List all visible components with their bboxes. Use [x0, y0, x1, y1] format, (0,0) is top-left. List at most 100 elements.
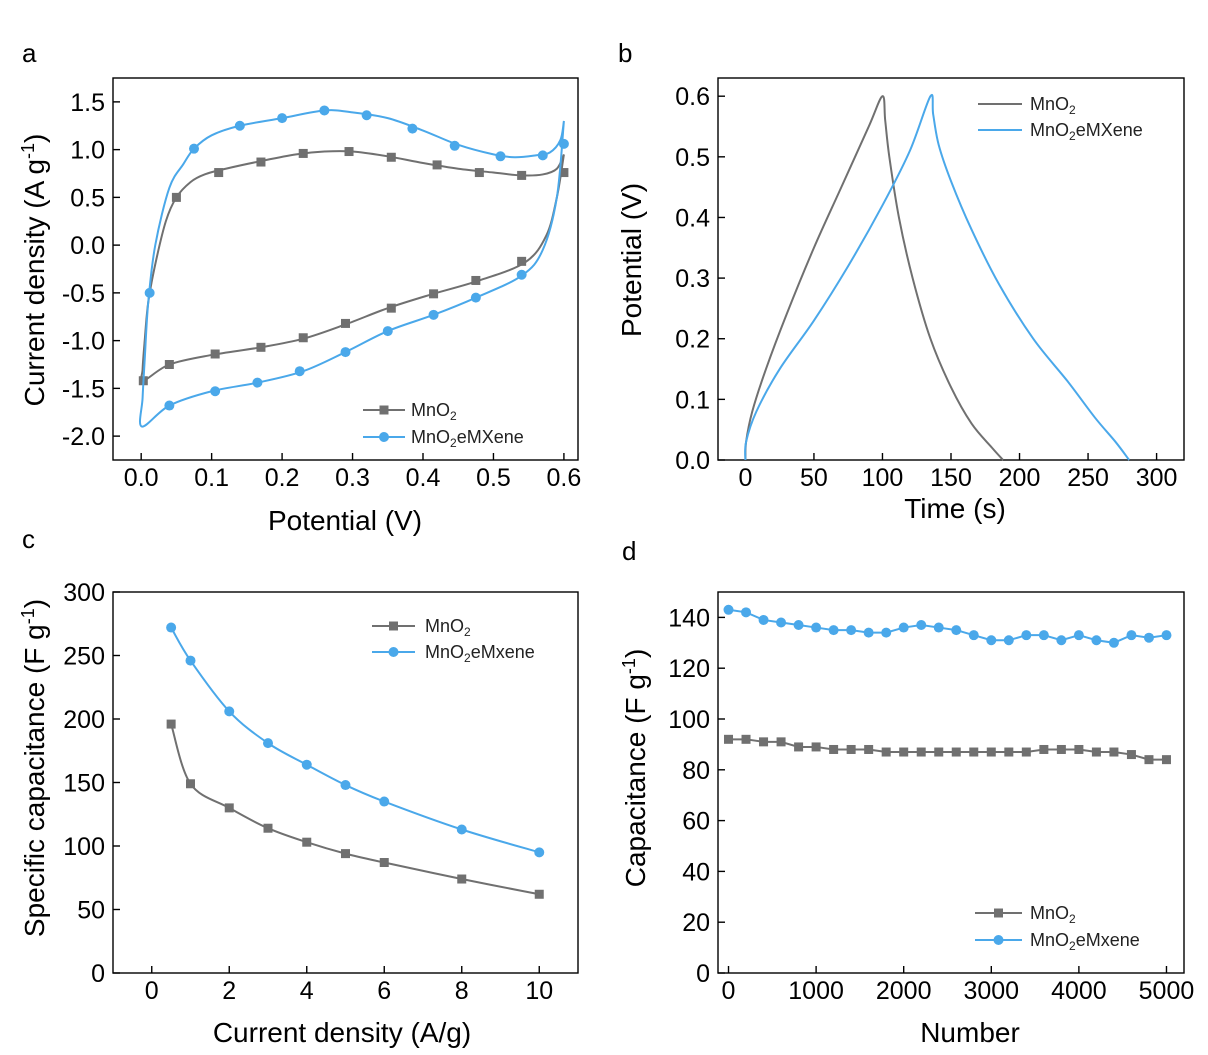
series-d-0-point-21	[1091, 747, 1101, 757]
series-a-0-point-10	[559, 168, 569, 178]
x-tick-label-c-4: 8	[455, 977, 469, 1005]
series-b	[744, 93, 1130, 461]
legend-a: MnO2 MnO2eMXene	[363, 400, 524, 450]
panel-label-c: c	[22, 524, 35, 554]
series-c-1-point-8	[534, 847, 545, 858]
series-d-1-point-6	[828, 625, 839, 636]
series-d-0-point-1	[741, 734, 751, 744]
series-d-0-point-9	[881, 747, 891, 757]
y-tick-label-d-1: 20	[682, 909, 710, 937]
panel-label-b: b	[618, 38, 632, 68]
series-d-0-point-20	[1074, 744, 1084, 754]
x-tick-label-b-2: 100	[862, 464, 904, 492]
series-a-1-point-1	[189, 143, 200, 154]
series-a-0-point-15	[341, 318, 350, 328]
series-d-1-point-23	[1126, 630, 1137, 641]
plot-frame-d	[717, 591, 1185, 974]
x-tick-label-d-1: 1000	[788, 977, 844, 1005]
x-tick-label-d-0: 0	[722, 977, 736, 1005]
series-a-0-point-19	[517, 256, 527, 266]
y-tick-label-c-2: 100	[63, 833, 105, 861]
x-tick-label-b-6: 300	[1136, 464, 1178, 492]
series-a-1-point-11	[164, 400, 175, 411]
series-d-0-point-3	[776, 737, 786, 747]
series-d-0-point-24	[1144, 755, 1154, 765]
series-a-0-line	[140, 150, 565, 382]
series-d-1-point-9	[881, 627, 892, 638]
ticks-a: 0.0 0.1 0.2 0.3 0.4 0.5 0.6 -2.0 -1.5 -1.0 -0.5 0.0…	[62, 89, 581, 492]
y-tick-label-d-7: 140	[668, 604, 710, 632]
series-a-1-point-10	[558, 138, 569, 149]
series-c	[166, 622, 545, 899]
legend-label-b-mxene: MnO2eMXene	[1030, 120, 1143, 143]
series-d-1-point-20	[1073, 630, 1084, 641]
series-d-1-point-8	[863, 627, 874, 638]
x-axis-label-d: Number	[920, 1017, 1020, 1048]
legend-label-a-mno2: MnO2	[411, 400, 457, 423]
series-d-0-point-6	[829, 744, 839, 754]
series-a-0-point-4	[298, 148, 308, 158]
panel-label-d: d	[622, 536, 636, 566]
y-tick-label-d-0: 0	[696, 960, 710, 988]
legend-label-c-mno2: MnO2	[425, 616, 471, 639]
legend-marker-a-mxene	[379, 432, 389, 442]
y-tick-label-c-4: 200	[63, 706, 105, 734]
y-axis-label-b: Potential (V)	[616, 183, 647, 337]
series-d-0-point-15	[986, 747, 996, 757]
legend-marker-c-mno2	[389, 621, 398, 631]
series-d-0-point-0	[724, 734, 734, 744]
series-b-1-line	[744, 93, 1130, 461]
series-d-0-point-4	[794, 742, 804, 752]
x-tick-label-a-3: 0.3	[335, 464, 370, 492]
series-a-0-point-16	[386, 303, 396, 313]
series-d-1-point-24	[1143, 632, 1154, 643]
y-tick-label-c-3: 150	[63, 770, 105, 798]
legend-marker-d-mxene	[993, 935, 1004, 945]
series-d-0-point-11	[916, 747, 926, 757]
x-tick-label-b-1: 50	[800, 464, 828, 492]
y-tick-label-a-0: -2.0	[62, 423, 105, 451]
series-d-0-point-8	[864, 744, 874, 754]
series-d-0-point-13	[951, 747, 961, 757]
series-c-0-point-2	[224, 803, 234, 813]
series-a-1-point-16	[382, 326, 393, 337]
series-d-1-point-16	[1003, 635, 1014, 646]
series-d-1-point-0	[723, 604, 734, 615]
panel-label-a: a	[22, 38, 37, 68]
legend-d: MnO2 MnO2eMxene	[975, 903, 1140, 953]
series-d-1-point-21	[1091, 635, 1102, 646]
legend-b: MnO2 MnO2eMXene	[978, 94, 1143, 143]
series-a-0-point-13	[256, 342, 266, 352]
legend-c: MnO2 MnO2eMxene	[372, 616, 535, 665]
ticks-b: 0 50 100 150 200 250 300 0.0 0.1 0.2 0.3 0.4 0.5 0.6	[675, 83, 1177, 492]
series-a-0-point-9	[517, 170, 527, 180]
series-a-1-point-0	[144, 287, 155, 298]
legend-label-d-mxene: MnO2eMxene	[1030, 930, 1140, 953]
y-tick-label-a-6: 1.0	[70, 137, 105, 165]
x-tick-label-d-5: 5000	[1139, 977, 1195, 1005]
series-c-1-point-1	[185, 655, 196, 666]
series-d-0-point-23	[1126, 750, 1136, 760]
series-c-1-point-3	[263, 738, 273, 749]
series-a-1-point-13	[252, 377, 263, 388]
y-tick-label-a-4: 0.0	[70, 232, 105, 260]
series-d-1-point-18	[1038, 630, 1049, 641]
y-tick-label-d-5: 100	[668, 706, 710, 734]
series-a-1-point-14	[294, 366, 305, 377]
legend-marker-a-mno2	[379, 405, 389, 415]
series-d-1-point-22	[1108, 637, 1119, 648]
series-d-1-point-4	[793, 620, 804, 631]
series-c-0-point-4	[302, 837, 312, 847]
x-tick-label-b-0: 0	[738, 464, 752, 492]
y-tick-label-b-4: 0.4	[675, 204, 710, 232]
y-tick-label-d-6: 120	[668, 655, 710, 683]
y-tick-label-b-3: 0.3	[675, 265, 710, 293]
x-tick-label-c-3: 6	[377, 977, 391, 1005]
series-c-1-point-0	[166, 622, 177, 633]
y-tick-label-a-3: -0.5	[62, 280, 105, 308]
y-tick-label-a-7: 1.5	[70, 89, 105, 117]
x-tick-label-c-2: 4	[300, 977, 314, 1005]
y-tick-label-d-3: 60	[682, 808, 710, 836]
